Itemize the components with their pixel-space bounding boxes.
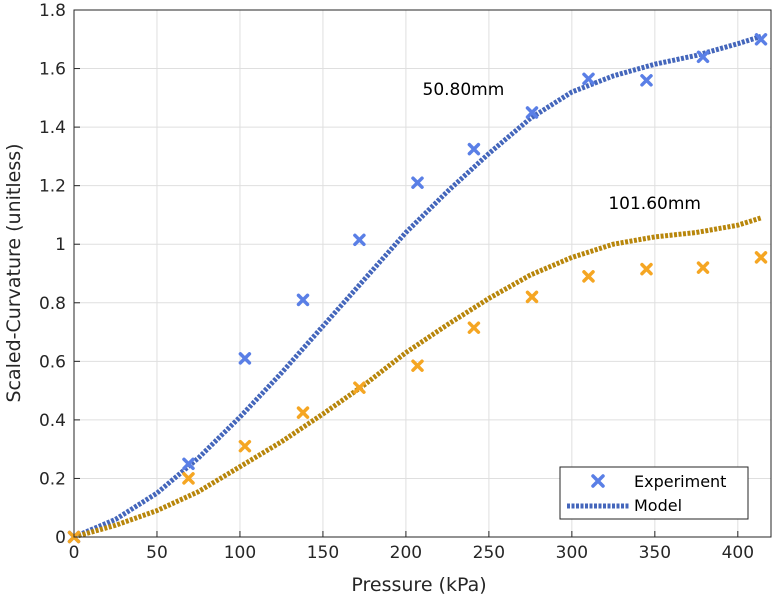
x-tick-label: 250	[473, 543, 505, 563]
experiment-point	[296, 293, 310, 307]
experiment-point	[640, 74, 653, 87]
experiment-point	[525, 290, 539, 304]
x-tick-label: 400	[722, 543, 754, 563]
x-tick-label: 150	[307, 543, 339, 563]
y-tick-label: 0.2	[39, 469, 66, 489]
y-tick-label: 0.6	[39, 352, 66, 372]
experiment-point	[182, 472, 195, 485]
annotation-101mm: 101.60mm	[608, 194, 701, 214]
y-tick-label: 1.4	[39, 118, 66, 138]
experiment-point	[467, 142, 481, 156]
axis-ticks: 0 50 100 150 200 250 300 350 400 0 0.2 0.4 0.6 0.8 1 1.…	[39, 1, 754, 563]
model-line-series-3	[73, 215, 762, 540]
y-tick-label: 1	[55, 235, 66, 255]
legend: Experiment Model	[559, 466, 749, 520]
experiment-point	[238, 352, 252, 365]
experiment-point	[696, 261, 710, 274]
x-tick-label: 200	[390, 543, 422, 563]
experiment-point	[696, 50, 710, 64]
x-tick-label: 0	[69, 543, 80, 563]
experiment-point	[582, 270, 595, 283]
experiment-point	[525, 106, 539, 119]
legend-experiment-label: Experiment	[634, 472, 726, 491]
y-tick-label: 1.2	[39, 177, 66, 197]
experiment-point	[582, 72, 595, 86]
experiment-point	[353, 381, 366, 394]
annotation-50mm: 50.80mm	[423, 80, 505, 100]
experiment-point	[754, 33, 768, 46]
plot-frame	[73, 9, 772, 538]
legend-model-label: Model	[634, 496, 682, 515]
legend-experiment-marker	[591, 474, 605, 488]
x-tick-label: 350	[639, 543, 671, 563]
experiment-point	[182, 457, 195, 471]
experiment-point	[411, 176, 424, 189]
x-tick-label: 100	[224, 543, 256, 563]
y-tick-label: 1.6	[39, 60, 66, 80]
x-tick-label: 300	[556, 543, 588, 563]
model-lines	[73, 34, 762, 540]
experiment-markers	[67, 33, 768, 544]
y-tick-label: 0.8	[39, 294, 66, 314]
experiment-point	[296, 406, 310, 419]
x-axis-label: Pressure (kPa)	[351, 574, 486, 596]
experiment-point	[754, 251, 768, 264]
x-tick-label: 50	[146, 543, 168, 563]
model-line-series-2	[73, 34, 762, 540]
y-tick-label: 0	[55, 528, 66, 548]
experiment-point	[238, 439, 252, 453]
y-tick-label: 0.4	[39, 411, 66, 431]
experiment-point	[411, 359, 424, 372]
y-axis-label: Scaled-Curvature (unitless)	[3, 143, 25, 402]
experiment-point	[353, 233, 366, 247]
experiment-point	[467, 321, 481, 334]
experiment-point	[640, 262, 653, 276]
y-tick-label: 1.8	[39, 1, 66, 21]
